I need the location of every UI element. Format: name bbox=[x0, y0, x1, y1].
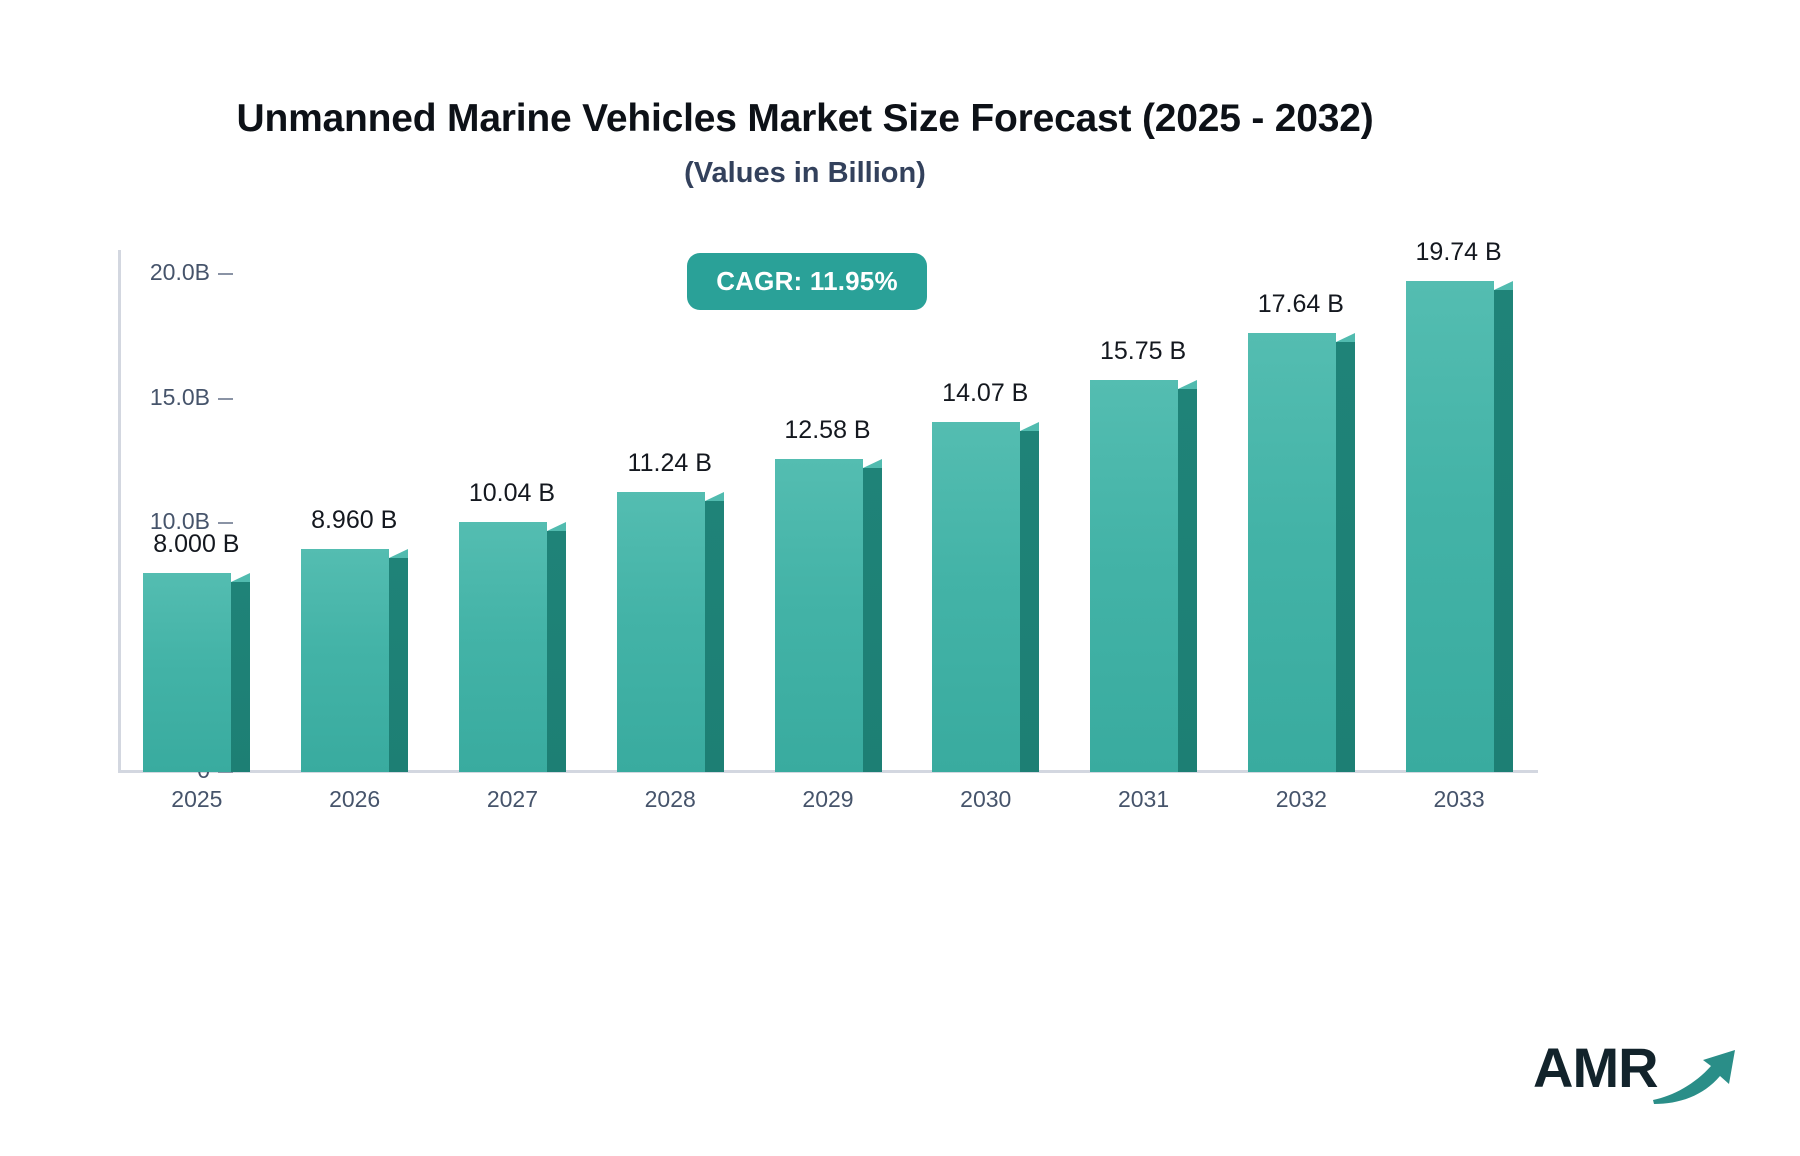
bar-front-face bbox=[143, 572, 232, 772]
x-axis-label-2027: 2027 bbox=[486, 786, 539, 812]
bar-value-label: 11.24 B bbox=[627, 449, 712, 478]
growth-arrow-icon bbox=[1653, 1050, 1735, 1104]
bar-shape bbox=[616, 492, 724, 772]
bar-top-face bbox=[231, 572, 251, 582]
bar-front-face bbox=[458, 522, 547, 772]
bar-side-face bbox=[1178, 389, 1198, 772]
bars-container: 8.000 B 8.960 B 10.04 B 11.24 B 12.58 B 14.07… bbox=[118, 238, 1538, 772]
bar-top-face bbox=[704, 492, 724, 502]
bar-value-label: 19.74 B bbox=[1415, 237, 1502, 266]
x-axis-label-2026: 2026 bbox=[329, 786, 381, 812]
x-axis-label-2028: 2028 bbox=[644, 786, 696, 812]
bar-shape bbox=[1247, 333, 1355, 772]
bar-shape bbox=[301, 549, 409, 772]
amr-logo: AMR bbox=[1533, 1036, 1735, 1115]
bar-2028[interactable] bbox=[616, 492, 724, 772]
y-axis-tick-label: 10.0B bbox=[149, 508, 210, 535]
bar-shape bbox=[458, 522, 566, 772]
bar-side-face bbox=[704, 501, 724, 772]
bar-front-face bbox=[1405, 280, 1494, 772]
bar-front-face bbox=[932, 421, 1021, 772]
bar-side-face bbox=[1020, 430, 1040, 772]
bar-top-face bbox=[389, 549, 409, 559]
bar-shape bbox=[1090, 380, 1198, 772]
bar-2029[interactable] bbox=[774, 459, 882, 772]
bar-front-face bbox=[774, 459, 863, 772]
bar-value-label: 8.000 B bbox=[153, 529, 240, 558]
bar-shape bbox=[932, 421, 1040, 772]
bar-2026[interactable] bbox=[301, 549, 409, 772]
page-title: Unmanned Marine Vehicles Market Size For… bbox=[236, 97, 1374, 140]
logo-wordmark: AMR bbox=[1533, 1036, 1659, 1099]
y-axis-tick-mark bbox=[218, 397, 233, 400]
bar-value-label: 17.64 B bbox=[1257, 290, 1344, 319]
y-axis-tick-mark bbox=[218, 273, 233, 276]
bar-front-face bbox=[1247, 333, 1336, 772]
bar-2030[interactable] bbox=[932, 421, 1040, 772]
cagr-badge-label: CAGR: 11.95% bbox=[716, 266, 898, 296]
bar-side-face bbox=[546, 531, 566, 772]
bar-value-label: 12.58 B bbox=[784, 416, 871, 445]
bar-side-face bbox=[1335, 342, 1355, 772]
bar-top-face bbox=[1493, 280, 1513, 290]
bar-value-label: 15.75 B bbox=[1099, 337, 1187, 366]
chart-header: Unmanned Marine Vehicles Market Size For… bbox=[0, 97, 1610, 190]
bar-value-label: 14.07 B bbox=[942, 378, 1029, 407]
x-axis-label-2032: 2032 bbox=[1275, 786, 1327, 812]
y-axis-tick-label: 15.0B bbox=[149, 383, 210, 410]
bar-side-face bbox=[389, 558, 409, 772]
bar-side-face bbox=[862, 468, 882, 772]
bar-shape bbox=[774, 459, 882, 772]
chart-subtitle: (Values in Billion) bbox=[684, 156, 926, 189]
bar-2033[interactable] bbox=[1405, 280, 1513, 772]
bar-value-label: 8.960 B bbox=[311, 506, 398, 535]
bar-top-face bbox=[1335, 333, 1355, 343]
bar-top-face bbox=[546, 522, 566, 532]
bar-top-face bbox=[1178, 380, 1198, 390]
cagr-badge: CAGR: 11.95% bbox=[687, 253, 927, 310]
bar-front-face bbox=[616, 492, 705, 772]
x-axis-label-2025: 2025 bbox=[171, 786, 223, 812]
bar-front-face bbox=[301, 549, 390, 772]
bar-shape bbox=[1405, 280, 1513, 772]
bar-side-face bbox=[231, 581, 251, 772]
bar-2025[interactable] bbox=[143, 572, 251, 772]
x-axis-label-2031: 2031 bbox=[1117, 786, 1170, 812]
y-axis-line bbox=[118, 250, 121, 772]
x-axis-label-2030: 2030 bbox=[960, 786, 1012, 812]
y-axis-tick-mark bbox=[218, 522, 233, 525]
bar-shape bbox=[143, 572, 251, 772]
bar-value-label: 10.04 B bbox=[468, 479, 556, 508]
bar-front-face bbox=[1090, 380, 1179, 772]
x-axis: 2025 2026 2027 2028 2029 2030 2031 2032 2033 bbox=[118, 786, 1538, 826]
bar-2027[interactable] bbox=[458, 522, 566, 772]
bar-2032[interactable] bbox=[1247, 333, 1355, 772]
bar-2031[interactable] bbox=[1090, 380, 1198, 772]
x-axis-label-2029: 2029 bbox=[802, 786, 854, 812]
y-axis-tick-mark bbox=[218, 771, 233, 773]
bar-top-face bbox=[862, 459, 882, 469]
bar-side-face bbox=[1493, 289, 1513, 772]
bar-top-face bbox=[1020, 421, 1040, 431]
y-axis-tick-label: 20.0B bbox=[149, 259, 210, 286]
x-axis-label-2033: 2033 bbox=[1433, 786, 1485, 812]
